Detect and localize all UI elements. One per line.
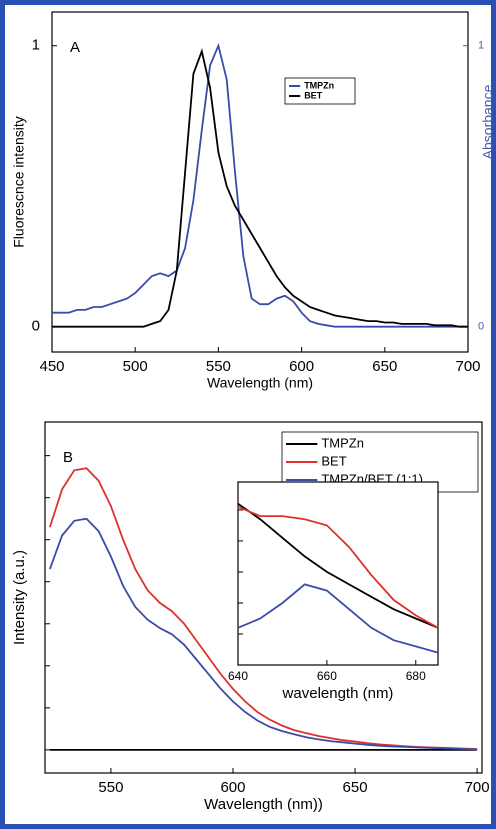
series-line	[237, 505, 439, 629]
series-line	[52, 42, 468, 328]
legend-label: TMPZn	[304, 80, 334, 90]
panel-label: A	[70, 39, 80, 56]
x-tick-label: 650	[343, 779, 368, 796]
y-tick-label: 1	[32, 37, 40, 54]
x-tick-label: 550	[98, 779, 123, 796]
legend-label: BET	[321, 453, 346, 468]
x-tick-label: 550	[206, 358, 231, 375]
y2-tick-label: 1	[478, 40, 484, 52]
legend-box	[284, 77, 356, 105]
series-line	[237, 502, 439, 629]
y-tick-label: 0	[32, 318, 40, 335]
y2-tick-label: 0	[478, 321, 484, 333]
x-tick-label: 700	[465, 779, 490, 796]
x-axis-label: Wavelength (nm)	[207, 375, 313, 391]
plot-frame	[237, 481, 439, 666]
x-tick-label: 680	[406, 669, 426, 683]
plot-frame	[44, 421, 483, 774]
x-tick-label: 600	[289, 358, 314, 375]
x-tick-label: 660	[317, 669, 337, 683]
y-axis-label: Intensity (a.u.)	[11, 550, 28, 645]
legend-label: BET	[304, 90, 323, 100]
series-line	[52, 48, 468, 328]
x-axis-label: Wavelength (nm))	[204, 796, 323, 813]
y2-axis-label: Absorbance	[480, 84, 496, 159]
x-tick-label: 600	[220, 779, 245, 796]
x-tick-label: 700	[455, 358, 480, 375]
x-tick-label: 450	[39, 358, 64, 375]
y-axis-label: Fluorescnce intensity	[11, 116, 27, 248]
series-line	[49, 517, 478, 751]
legend-label: TMPZn	[321, 435, 364, 450]
panel-label: B	[63, 449, 73, 466]
x-tick-label: 500	[123, 358, 148, 375]
x-tick-label: 650	[372, 358, 397, 375]
x-tick-label: 640	[228, 669, 248, 683]
x-axis-label: wavelength (nm)	[282, 685, 394, 702]
plot-frame	[51, 11, 469, 353]
series-line	[237, 583, 439, 654]
